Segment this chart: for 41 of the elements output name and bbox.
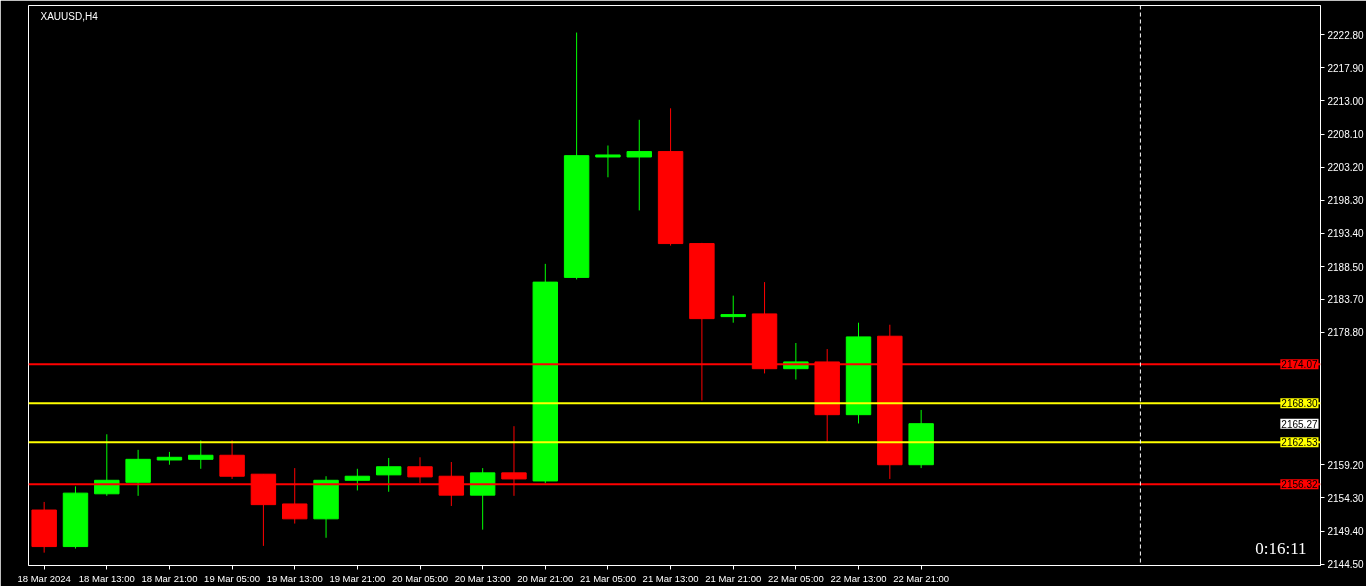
y-tick-label: 2213.00 bbox=[1327, 95, 1365, 107]
x-tick-label: 20 Mar 05:00 bbox=[392, 572, 449, 584]
x-tick-label: 22 Mar 21:00 bbox=[893, 572, 950, 584]
x-tick-label: 18 Mar 13:00 bbox=[78, 572, 135, 584]
text: XAUUSD,H4 bbox=[40, 10, 99, 22]
x-tick-label: 21 Mar 21:00 bbox=[705, 572, 762, 584]
x-tick-label: 20 Mar 13:00 bbox=[454, 572, 511, 584]
candlestick bbox=[626, 119, 652, 211]
y-tick-label: 2188.50 bbox=[1327, 261, 1365, 273]
y-tick-label: 2198.30 bbox=[1327, 195, 1365, 207]
y-tick-label: 2183.70 bbox=[1327, 294, 1365, 306]
x-tick-label: 19 Mar 05:00 bbox=[204, 572, 261, 584]
x-tick-label: 21 Mar 05:00 bbox=[579, 572, 636, 584]
y-tick-label: 2154.30 bbox=[1327, 492, 1365, 504]
x-tick-label: 20 Mar 21:00 bbox=[517, 572, 574, 584]
y-tick-label: 2144.50 bbox=[1327, 559, 1365, 571]
x-tick-label: 22 Mar 05:00 bbox=[767, 572, 824, 584]
annotation: 2165.27 bbox=[1281, 418, 1318, 430]
x-tick-label: 18 Mar 21:00 bbox=[141, 572, 198, 584]
x-tick-label: 18 Mar 2024 bbox=[17, 572, 71, 584]
candlestick bbox=[344, 468, 371, 491]
y-tick-label: 2178.80 bbox=[1327, 327, 1365, 339]
x-tick-label: 21 Mar 13:00 bbox=[642, 572, 699, 584]
y-tick-label: 2193.40 bbox=[1327, 228, 1365, 240]
ref-line-label: 2162.53 bbox=[1281, 437, 1318, 449]
candlestick bbox=[188, 439, 214, 470]
y-tick-label: 2159.20 bbox=[1327, 459, 1365, 471]
y-tick-label: 2222.80 bbox=[1327, 29, 1365, 41]
x-tick-label: 19 Mar 13:00 bbox=[266, 572, 323, 584]
annotation: 0:16:11 bbox=[1255, 538, 1307, 558]
y-tick-label: 2203.20 bbox=[1327, 162, 1365, 174]
ref-line-label: 2156.32 bbox=[1281, 479, 1318, 491]
y-tick-label: 2149.40 bbox=[1327, 526, 1365, 538]
y-tick-label: 2217.90 bbox=[1327, 62, 1365, 74]
y-tick-label: 2208.10 bbox=[1327, 129, 1365, 140]
ref-line-label: 2174.07 bbox=[1281, 359, 1318, 371]
candlestick bbox=[720, 295, 746, 324]
candlestick bbox=[595, 145, 621, 178]
x-tick-label: 22 Mar 13:00 bbox=[830, 572, 887, 584]
x-tick-label: 19 Mar 21:00 bbox=[329, 572, 386, 584]
ref-line-label: 2168.30 bbox=[1281, 398, 1318, 410]
